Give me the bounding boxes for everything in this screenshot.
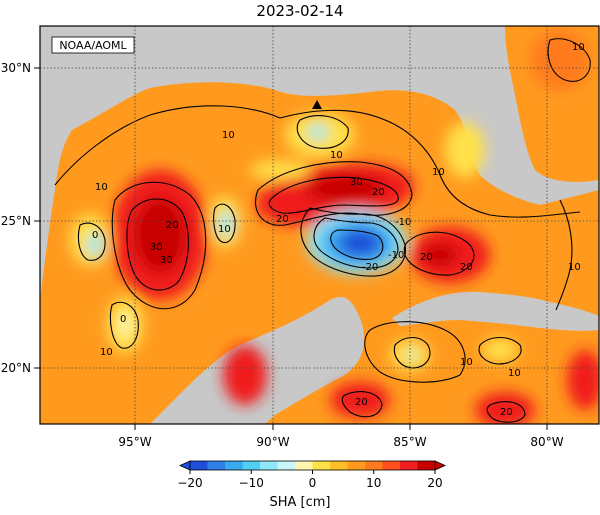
lat-tick-label: 25°N — [1, 214, 31, 228]
contour-labels: 10 10 10 10 10 20 20 20 20 30 30 -10 -20… — [92, 42, 585, 418]
colorbar-tick-label: 10 — [366, 476, 381, 490]
colorbar-tick-label: −20 — [177, 476, 202, 490]
contour-label: 20 — [500, 407, 513, 418]
contour-label: 20 — [276, 214, 289, 225]
colorbar-swatch — [417, 461, 436, 470]
colorbar-max-arrow — [434, 460, 446, 471]
contour-label: 20 — [460, 262, 473, 273]
lat-tick-label: 30°N — [1, 61, 31, 75]
contour-label: -10 — [395, 217, 411, 228]
colorbar-swatch — [190, 461, 208, 470]
map-title: 2023-02-14 — [256, 2, 344, 20]
lon-tick-label: 80°W — [530, 435, 563, 449]
contour-label: 10 — [568, 262, 581, 273]
contour-label: 10 — [218, 224, 231, 235]
contour-label: 10 — [572, 42, 585, 53]
colorbar-swatch — [400, 461, 418, 470]
colorbar-tick-label: 0 — [309, 476, 317, 490]
colorbar-swatch — [365, 461, 383, 470]
axis-ticks — [34, 67, 548, 430]
contour-label: 10 — [95, 182, 108, 193]
colorbar-min-arrow — [179, 460, 191, 471]
contour-label: 30 — [150, 242, 163, 253]
map-frame — [39, 25, 600, 425]
contour-label: 10 — [460, 357, 473, 368]
contour-lines — [54, 38, 591, 423]
contour-label: 30 — [160, 255, 173, 266]
lon-tick-label: 85°W — [393, 435, 426, 449]
colorbar-swatch — [312, 461, 331, 470]
land-florida — [455, 95, 533, 189]
colorbar-swatch — [295, 461, 313, 470]
colorbar: −20 −10 0 10 20 — [177, 460, 446, 490]
contour-label: 30 — [350, 177, 363, 188]
colorbar-swatch — [347, 461, 366, 470]
colorbar-swatch — [277, 461, 296, 470]
station-marker-icon — [312, 100, 322, 109]
contour-label: 10 — [222, 130, 235, 141]
contour-label: 10 — [330, 150, 343, 161]
colorbar-tick-label: 20 — [427, 476, 442, 490]
contour-label: 0 — [120, 314, 126, 325]
colorbar-tick-label: −10 — [239, 476, 264, 490]
contour-label: 20 — [372, 187, 385, 198]
credit-text: NOAA/AOML — [59, 39, 127, 52]
contour-label: -10 — [388, 250, 404, 261]
contour-label: 20 — [166, 220, 179, 231]
colorbar-swatch — [382, 461, 401, 470]
colorbar-title: SHA [cm] — [269, 495, 331, 510]
lat-tick-label: 20°N — [1, 361, 31, 375]
contour-label: 0 — [92, 230, 98, 241]
contour-label: 20 — [355, 397, 368, 408]
graticule — [40, 26, 599, 424]
lon-tick-label: 90°W — [256, 435, 289, 449]
contour-label: 10 — [432, 167, 445, 178]
credit-box — [51, 36, 135, 54]
contour-label: 20 — [420, 252, 433, 263]
colorbar-swatch — [330, 461, 348, 470]
colorbar-swatch — [242, 461, 261, 470]
colorbar-swatch — [260, 461, 278, 470]
contour-label: 10 — [508, 368, 521, 379]
contour-label: 10 — [100, 347, 113, 358]
map-field: 10 10 10 10 10 20 20 20 20 30 30 -10 -20… — [40, 26, 599, 424]
colorbar-swatch — [207, 461, 226, 470]
contour-label: -20 — [362, 262, 378, 273]
lon-tick-label: 95°W — [118, 435, 151, 449]
colorbar-swatch — [225, 461, 243, 470]
